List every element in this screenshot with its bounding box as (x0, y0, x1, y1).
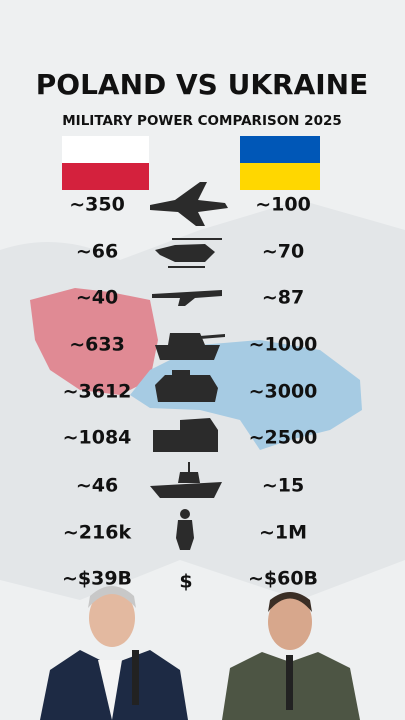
leaders (40, 586, 360, 720)
tank-icon (155, 333, 225, 360)
poland-value: ~633 (69, 334, 125, 356)
ship-icon (150, 462, 222, 498)
ukraine-flag-blue (240, 136, 320, 163)
soldier-head (180, 509, 190, 519)
poland-value: ~$39B (62, 568, 132, 590)
right-person-hair (268, 592, 312, 612)
drone-icon (152, 290, 222, 306)
ukraine-value: ~1000 (249, 334, 318, 356)
left-person-hair (88, 586, 136, 608)
poland-value: ~40 (76, 287, 118, 309)
ukraine-value: ~100 (255, 194, 311, 216)
title: POLAND VS UKRAINE (36, 68, 369, 101)
ukraine-value: ~$60B (248, 568, 318, 590)
helicopter-icon (155, 238, 222, 268)
right-person-head (268, 594, 312, 650)
ukraine-shape (130, 340, 362, 450)
ukraine-value: ~3000 (249, 381, 318, 403)
poland-flag-red (62, 163, 149, 190)
launcher-icon (153, 418, 218, 452)
rows: ~350 ~100 ~66 ~70 ~40 ~87 ~633 ~1000 ~3612 ~3000 ~… (62, 194, 318, 593)
poland-shape (30, 288, 158, 395)
soldier-icon (176, 520, 194, 550)
poland-value: ~3612 (63, 381, 132, 403)
row-icon: $ (179, 571, 192, 593)
ukraine-flag-yellow (240, 163, 320, 190)
left-microphone (132, 650, 139, 705)
ukraine-value: ~70 (262, 241, 304, 263)
left-person-shirt (98, 660, 122, 720)
poland-value: ~350 (69, 194, 125, 216)
ukraine-value: ~2500 (249, 427, 318, 449)
poland-flag-white (62, 136, 149, 163)
jet-icon (150, 182, 228, 226)
right-microphone (286, 655, 293, 710)
apc-icon (155, 370, 218, 402)
left-person-head (89, 589, 135, 647)
subtitle: MILITARY POWER COMPARISON 2025 (62, 113, 342, 129)
ukraine-value: ~1M (259, 522, 307, 544)
ukraine-value: ~15 (262, 475, 304, 497)
poland-value: ~1084 (63, 427, 132, 449)
icons (150, 182, 228, 550)
ukraine-value: ~87 (262, 287, 304, 309)
poland-value: ~46 (76, 475, 118, 497)
poland-value: ~216k (63, 522, 132, 544)
poland-value: ~66 (76, 241, 118, 263)
